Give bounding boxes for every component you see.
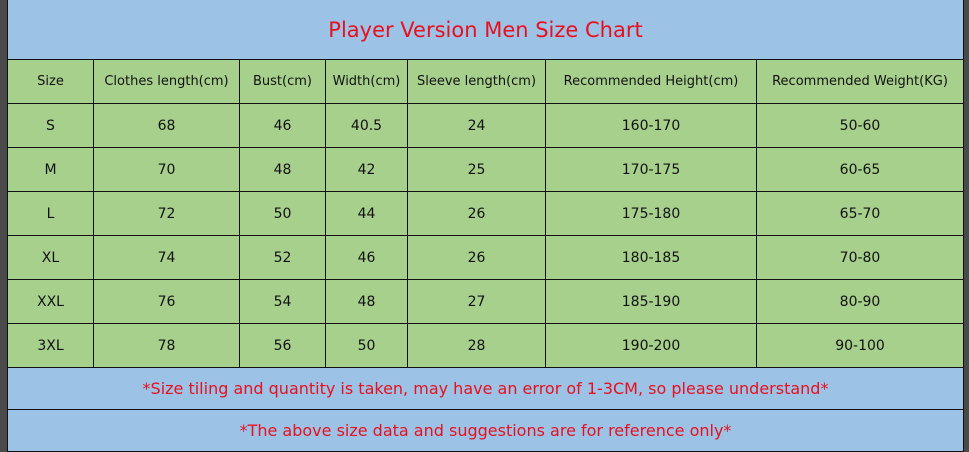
table-cell: 46: [239, 103, 326, 148]
note-text: *The above size data and suggestions are…: [7, 409, 964, 452]
table-cell: 160-170: [545, 103, 757, 148]
table-cell: 28: [407, 323, 546, 368]
table-cell: 54: [239, 279, 326, 324]
table-row: M 70 48 42 25 170-175 60-65: [7, 147, 964, 192]
table-cell: 180-185: [545, 235, 757, 280]
table-row: 3XL 78 56 50 28 190-200 90-100: [7, 323, 964, 368]
column-header: Bust(cm): [239, 59, 326, 104]
table-cell: 60-65: [756, 147, 964, 192]
table-cell: 52: [239, 235, 326, 280]
table-cell: 175-180: [545, 191, 757, 236]
column-header: Size: [7, 59, 94, 104]
table-cell: XXL: [7, 279, 94, 324]
table-cell: 25: [407, 147, 546, 192]
column-header: Sleeve length(cm): [407, 59, 546, 104]
column-header: Clothes length(cm): [93, 59, 240, 104]
table-cell: 78: [93, 323, 240, 368]
column-header: Width(cm): [325, 59, 408, 104]
size-table: Player Version Men Size Chart Size Clothe…: [7, 0, 964, 452]
table-cell: 170-175: [545, 147, 757, 192]
table-cell: 68: [93, 103, 240, 148]
table-cell: 48: [325, 279, 408, 324]
table-cell: 72: [93, 191, 240, 236]
table-cell: 50: [325, 323, 408, 368]
table-cell: 44: [325, 191, 408, 236]
table-cell: 74: [93, 235, 240, 280]
table-cell: 26: [407, 235, 546, 280]
table-cell: 56: [239, 323, 326, 368]
table-cell: 40.5: [325, 103, 408, 148]
table-cell: M: [7, 147, 94, 192]
header-row: Size Clothes length(cm) Bust(cm) Width(cm) S…: [7, 59, 964, 104]
table-cell: 80-90: [756, 279, 964, 324]
size-chart: Player Version Men Size Chart Size Clothe…: [7, 0, 964, 452]
table-cell: 76: [93, 279, 240, 324]
table-cell: 48: [239, 147, 326, 192]
table-cell: 50: [239, 191, 326, 236]
table-cell: XL: [7, 235, 94, 280]
table-cell: 46: [325, 235, 408, 280]
table-cell: 24: [407, 103, 546, 148]
table-cell: 65-70: [756, 191, 964, 236]
chart-title: Player Version Men Size Chart: [7, 0, 964, 60]
table-cell: 185-190: [545, 279, 757, 324]
table-cell: S: [7, 103, 94, 148]
table-cell: 27: [407, 279, 546, 324]
note-text: *Size tiling and quantity is taken, may …: [7, 367, 964, 410]
table-row: XXL 76 54 48 27 185-190 80-90: [7, 279, 964, 324]
table-row: XL 74 52 46 26 180-185 70-80: [7, 235, 964, 280]
table-cell: 42: [325, 147, 408, 192]
table-cell: 26: [407, 191, 546, 236]
table-cell: L: [7, 191, 94, 236]
table-cell: 190-200: [545, 323, 757, 368]
column-header: Recommended Height(cm): [545, 59, 757, 104]
table-cell: 50-60: [756, 103, 964, 148]
table-cell: 70-80: [756, 235, 964, 280]
table-cell: 70: [93, 147, 240, 192]
table-row: S 68 46 40.5 24 160-170 50-60: [7, 103, 964, 148]
column-header: Recommended Weight(KG): [756, 59, 964, 104]
table-row: L 72 50 44 26 175-180 65-70: [7, 191, 964, 236]
table-cell: 3XL: [7, 323, 94, 368]
table-cell: 90-100: [756, 323, 964, 368]
